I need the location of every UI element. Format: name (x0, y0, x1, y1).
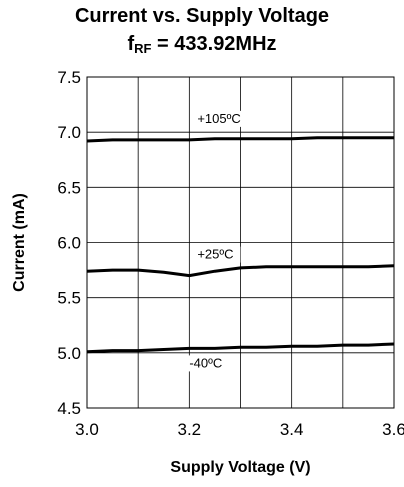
subtitle-subscript: RF (134, 41, 152, 56)
series-line (86, 342, 395, 354)
x-tick-label: 3.4 (280, 420, 304, 439)
y-tick-label: 7.0 (57, 123, 81, 142)
series-line (86, 264, 395, 278)
series-line (86, 136, 394, 143)
x-axis-label: Supply Voltage (V) (170, 459, 310, 476)
x-tick-label: 3.2 (178, 420, 202, 439)
axis-ticks: 4.5 5.0 5.5 6.0 6.5 7.0 7.5 3.0 3.2 3.4 3.6 (57, 68, 404, 439)
series-label: +25ºC (197, 247, 233, 262)
y-tick-label: 6.0 (57, 234, 81, 253)
series-label-background (194, 246, 241, 263)
y-tick-label: 4.5 (57, 399, 81, 418)
subtitle-value: = 433.92MHz (151, 33, 277, 55)
y-tick-label: 6.5 (57, 178, 81, 197)
y-axis-label: Current (mA) (11, 193, 28, 292)
chart-title: Current vs. Supply Voltage (74, 5, 330, 27)
series-lines (86, 136, 395, 354)
plot-frame (86, 76, 395, 409)
y-tick-label: 7.5 (57, 68, 81, 87)
chart-subtitle: fRF = 433.92MHz (0, 32, 404, 61)
y-tick-label: 5.0 (57, 344, 81, 363)
series-label-background (194, 110, 249, 127)
x-tick-label: 3.0 (75, 420, 99, 439)
subtitle-prefix: f (127, 33, 135, 55)
x-tick-label: 3.6 (382, 420, 404, 439)
series-label-background (186, 355, 233, 372)
series-label: -40ºC (189, 355, 222, 370)
series-labels: +105ºC +25ºC -40ºC (186, 110, 249, 372)
series-label: +105ºC (197, 111, 240, 126)
y-tick-label: 5.5 (57, 289, 81, 308)
